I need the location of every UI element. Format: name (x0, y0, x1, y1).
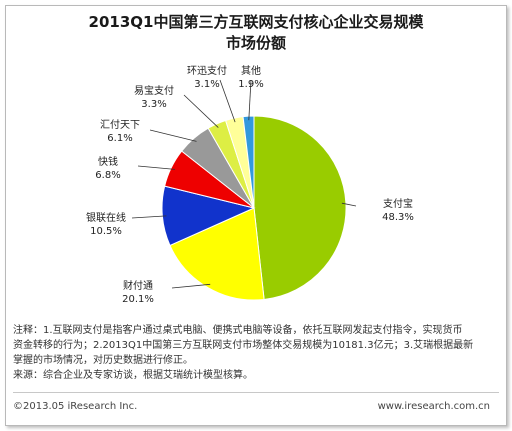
slice-value-label: 6.8% (95, 170, 120, 181)
note-line-2: 资金转移的行为；2.2013Q1中国第三方互联网支付市场整体交易规模为10181… (13, 340, 474, 351)
leader-line (149, 129, 197, 142)
slice-value-label: 1.9% (238, 79, 263, 90)
leader-line (131, 215, 167, 219)
note-line-1: 注释：1.互联网支付是指客户通过桌式电脑、便携式电脑等设备，依托互联网发起支付指… (13, 325, 463, 336)
leader-line (219, 79, 236, 123)
pie-chart: 支付宝 48.3% 财付通 20.1% 银联在线 10.5% 快钱 6.8% 汇付天下 6.1% 易… (86, 64, 414, 305)
chart-title-line1: 2013Q1中国第三方互联网支付核心企业交易规模 (88, 13, 424, 31)
notes: 注释：1.互联网支付是指客户通过桌式电脑、便携式电脑等设备，依托互联网发起支付指… (13, 323, 501, 383)
slice-value-label: 20.1% (122, 294, 154, 305)
slice-value-label: 3.1% (194, 79, 219, 90)
copyright: ©2013.05 iResearch Inc. (13, 401, 138, 412)
leader-line (183, 94, 219, 128)
note-line-3: 掌握的市场情况，对历史数据进行修正。 (13, 355, 193, 366)
pie-slice (169, 207, 265, 301)
slice-value-label: 48.3% (382, 212, 414, 223)
pie-slice (253, 115, 347, 301)
pie-slice (242, 115, 255, 209)
leader-line (341, 202, 357, 207)
slice-value-label: 10.5% (90, 226, 122, 237)
slice-label: 银联在线 (86, 211, 126, 224)
leader-line (248, 79, 252, 121)
footer-divider (13, 392, 499, 393)
slice-label: 易宝支付 (134, 84, 174, 97)
slice-value-label: 3.3% (141, 99, 166, 110)
chart-title: 2013Q1中国第三方互联网支付核心企业交易规模 市场份额 (0, 12, 512, 54)
leader-line (171, 283, 211, 289)
leader-line (137, 165, 175, 170)
slice-label: 财付通 (123, 279, 153, 292)
slice-label: 环迅支付 (187, 64, 227, 77)
slice-label: 快钱 (98, 155, 118, 168)
slice-label: 支付宝 (383, 197, 413, 210)
chart-title-line2: 市场份额 (225, 34, 286, 52)
source-line: 来源：综合企业及专家访谈，根据艾瑞统计模型核算。 (13, 370, 253, 381)
slice-value-label: 6.1% (107, 133, 132, 144)
website-link[interactable]: www.iresearch.com.cn (377, 401, 490, 412)
slice-label: 汇付天下 (100, 118, 140, 131)
slice-label: 其他 (241, 64, 261, 77)
